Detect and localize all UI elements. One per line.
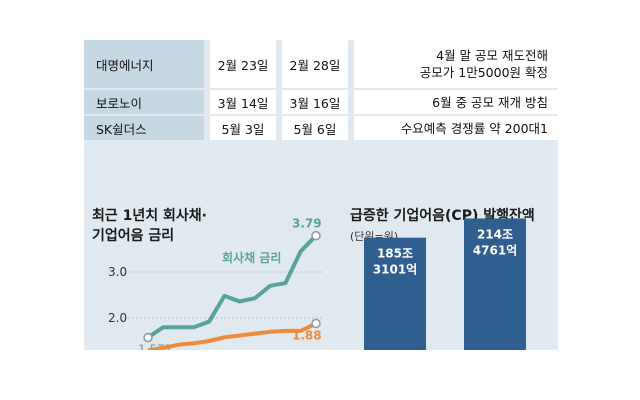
note-line: 공모가 1만5000원 확정 bbox=[419, 65, 548, 80]
line-chart-title-line: 최근 1년치 회사채· bbox=[92, 208, 207, 224]
company-name: SK쉴더스 bbox=[84, 114, 204, 140]
bar-label: 3101억 bbox=[373, 263, 417, 277]
date-cell: 3월 16일 bbox=[281, 88, 348, 115]
y-tick-label: 3.0 bbox=[108, 265, 127, 279]
company-name: 대명에너지 bbox=[84, 40, 204, 89]
company-name: 보로노이 bbox=[84, 88, 204, 115]
bar bbox=[464, 218, 526, 350]
bar-label: 185조 bbox=[377, 247, 413, 261]
note-cell: 수요예측 경쟁률 약 200대1 bbox=[353, 114, 558, 140]
date-cell: 3월 14일 bbox=[210, 88, 276, 115]
table-row: 보로노이 3월 14일 3월 16일 6월 중 공모 재개 방침 bbox=[84, 88, 558, 115]
end-point-marker bbox=[311, 230, 321, 241]
note-cell: 6월 중 공모 재개 방침 bbox=[353, 88, 558, 115]
end-value-label: 1.88 bbox=[292, 329, 322, 343]
series-name-label: 회사채 금리 bbox=[222, 250, 281, 265]
chart-canvas: 3.0 2.0 1.577 3.79 회사채 금리 1.88 185조 3101억 214조 47… bbox=[108, 217, 526, 350]
note-line: 4월 말 공모 재도전해 bbox=[436, 48, 548, 63]
date-cell: 2월 23일 bbox=[210, 40, 276, 89]
series-line bbox=[146, 234, 318, 340]
line-chart-title: 최근 1년치 회사채· 기업어음 금리 bbox=[92, 206, 207, 246]
line-chart-title-line: 기업어음 금리 bbox=[92, 228, 175, 244]
series-line bbox=[147, 321, 317, 350]
end-point-marker bbox=[311, 318, 321, 329]
bar bbox=[364, 237, 426, 350]
date-cell: 5월 6일 bbox=[281, 114, 348, 140]
y-tick-label: 2.0 bbox=[108, 311, 127, 325]
date-cell: 2월 28일 bbox=[281, 40, 348, 89]
table-row: SK쉴더스 5월 3일 5월 6일 수요예측 경쟁률 약 200대1 bbox=[84, 114, 558, 140]
bar-label: 4761억 bbox=[473, 243, 517, 257]
bar-label: 214조 bbox=[477, 227, 513, 241]
start-point-marker bbox=[143, 332, 153, 343]
start-value-label: 1.577 bbox=[138, 342, 172, 350]
end-value-label: 3.79 bbox=[292, 217, 322, 231]
date-cell: 5월 3일 bbox=[210, 114, 276, 140]
